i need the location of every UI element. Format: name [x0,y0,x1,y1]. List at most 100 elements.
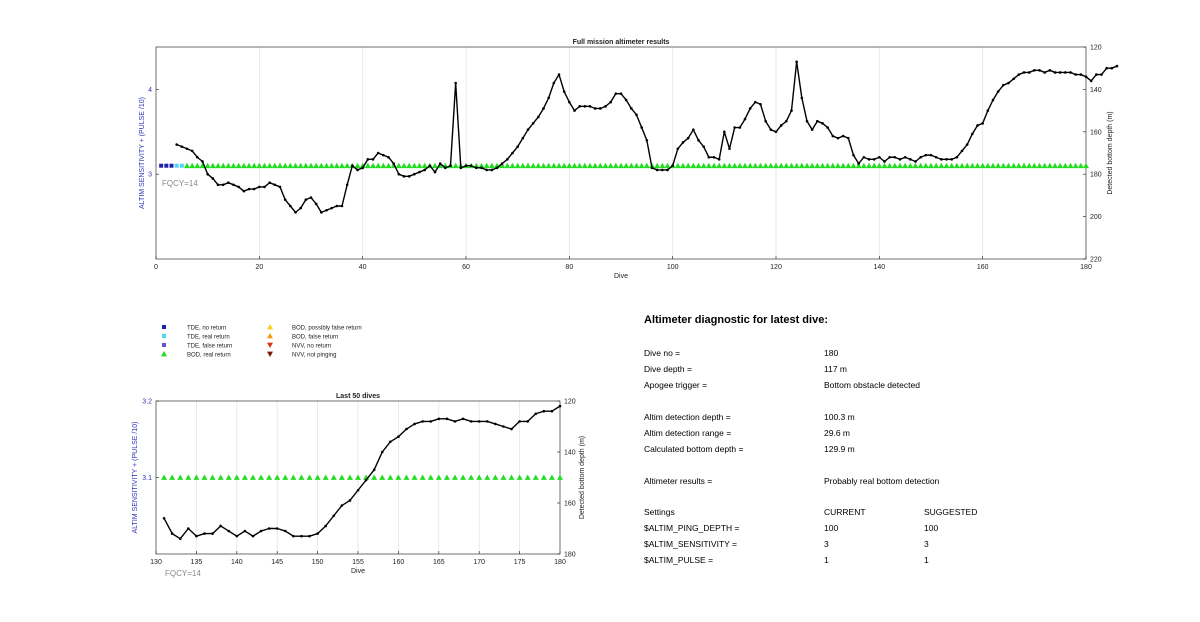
bod-real-marker [484,474,491,480]
diagnostic-row: Dive depth = 117 m [644,364,1164,378]
depth-point [826,126,829,129]
bod-real-marker [403,474,410,480]
bod-real-marker [355,474,361,480]
bod-real-marker [638,162,645,169]
depth-point [289,204,292,208]
depth-point [429,420,433,423]
bod-real-marker [535,162,542,169]
legend-triangle-up-marker [161,351,167,357]
bod-real-marker [338,474,345,480]
depth-point [371,158,375,161]
bod-real-marker [258,474,265,480]
depth-point [485,168,488,172]
bod-real-marker [483,162,490,169]
bod-real-marker [798,162,805,169]
bod-real-marker [990,162,996,169]
bod-real-marker [509,162,516,169]
depth-point [635,113,638,117]
depth-point [485,420,489,423]
bod-real-marker [819,162,826,169]
bod-real-marker [395,162,402,169]
depth-point [562,90,566,93]
bod-real-marker [333,162,340,169]
diagnostic-label: $ALTIM_PING_DEPTH = [644,523,740,533]
depth-point [185,147,189,151]
legend-label: NVV, not pinging [292,353,336,359]
tde-marker [174,163,179,168]
depth-point [898,158,902,161]
depth-point [480,166,483,170]
bod-real-marker [411,162,418,169]
chart-title: Full mission altimeter results [573,39,670,46]
diagnostic-row: Apogee trigger = Bottom obstacle detected [644,380,1164,394]
y-left-tick-label: 3 [148,172,152,179]
depth-point [1058,71,1062,74]
depth-point [919,155,922,159]
depth-point [640,126,643,129]
depth-point [883,160,886,163]
depth-point [588,105,592,108]
depth-point [971,132,974,136]
bod-real-marker [290,474,297,480]
diagnostic-suggested: 3 [924,539,929,549]
depth-point [187,527,190,530]
depth-point [991,98,995,102]
depth-point [1002,83,1005,87]
depth-point [547,96,550,100]
depth-point [609,100,612,104]
axes-box [155,46,1087,260]
depth-point [259,529,263,533]
depth-point [275,527,279,530]
x-tick-label: 175 [514,559,526,566]
diagnostic-label: Apogee trigger = [644,380,708,390]
bod-real-marker [416,162,423,169]
bod-real-marker [460,474,467,480]
bod-real-marker [177,474,184,480]
diagnostic-label: Settings [644,507,675,517]
depth-point [557,73,561,76]
bod-real-marker [468,474,475,480]
last-50-dives-chart: 130 135 140 145 150 155 160 165 170 175 180 3.1 3.2 1… [132,393,586,578]
depth-point [421,420,424,423]
depth-point [893,155,897,159]
bod-real-marker [478,162,485,169]
depth-point [583,105,587,108]
depth-point [518,420,521,423]
depth-point [550,409,554,413]
bod-real-marker [917,162,924,169]
depth-point [263,185,266,189]
bod-real-marker [476,474,483,480]
depth-point [1100,73,1103,76]
x-tick-label: 0 [154,264,158,271]
bod-real-marker [912,162,919,169]
depth-point [332,514,336,518]
bod-real-marker [443,474,450,480]
bod-real-marker [959,162,965,169]
depth-point [423,168,426,172]
bod-real-marker [217,474,224,480]
depth-point [1089,79,1093,83]
bod-real-marker [1067,162,1074,169]
depth-point [909,158,912,161]
depth-point [878,155,881,159]
bod-real-marker [550,162,557,169]
depth-point [1022,71,1026,74]
depth-point [402,175,406,178]
y-right-tick-label: 200 [1090,214,1102,221]
depth-point [671,164,674,168]
bod-real-marker [1036,162,1043,169]
depth-point [681,141,685,144]
depth-point [469,420,473,423]
depth-point [219,524,222,528]
bod-real-marker [246,162,252,169]
tde-marker [169,163,174,168]
bod-real-marker [256,162,263,169]
depth-point [242,189,246,193]
depth-point [1043,71,1046,74]
depth-point [759,102,762,106]
depth-point [955,155,959,159]
diagnostic-panel: Altimeter diagnostic for latest dive: Di… [644,314,1164,584]
bod-real-marker [938,162,945,169]
diagnostic-row: Settings CURRENT SUGGESTED [644,507,1164,521]
